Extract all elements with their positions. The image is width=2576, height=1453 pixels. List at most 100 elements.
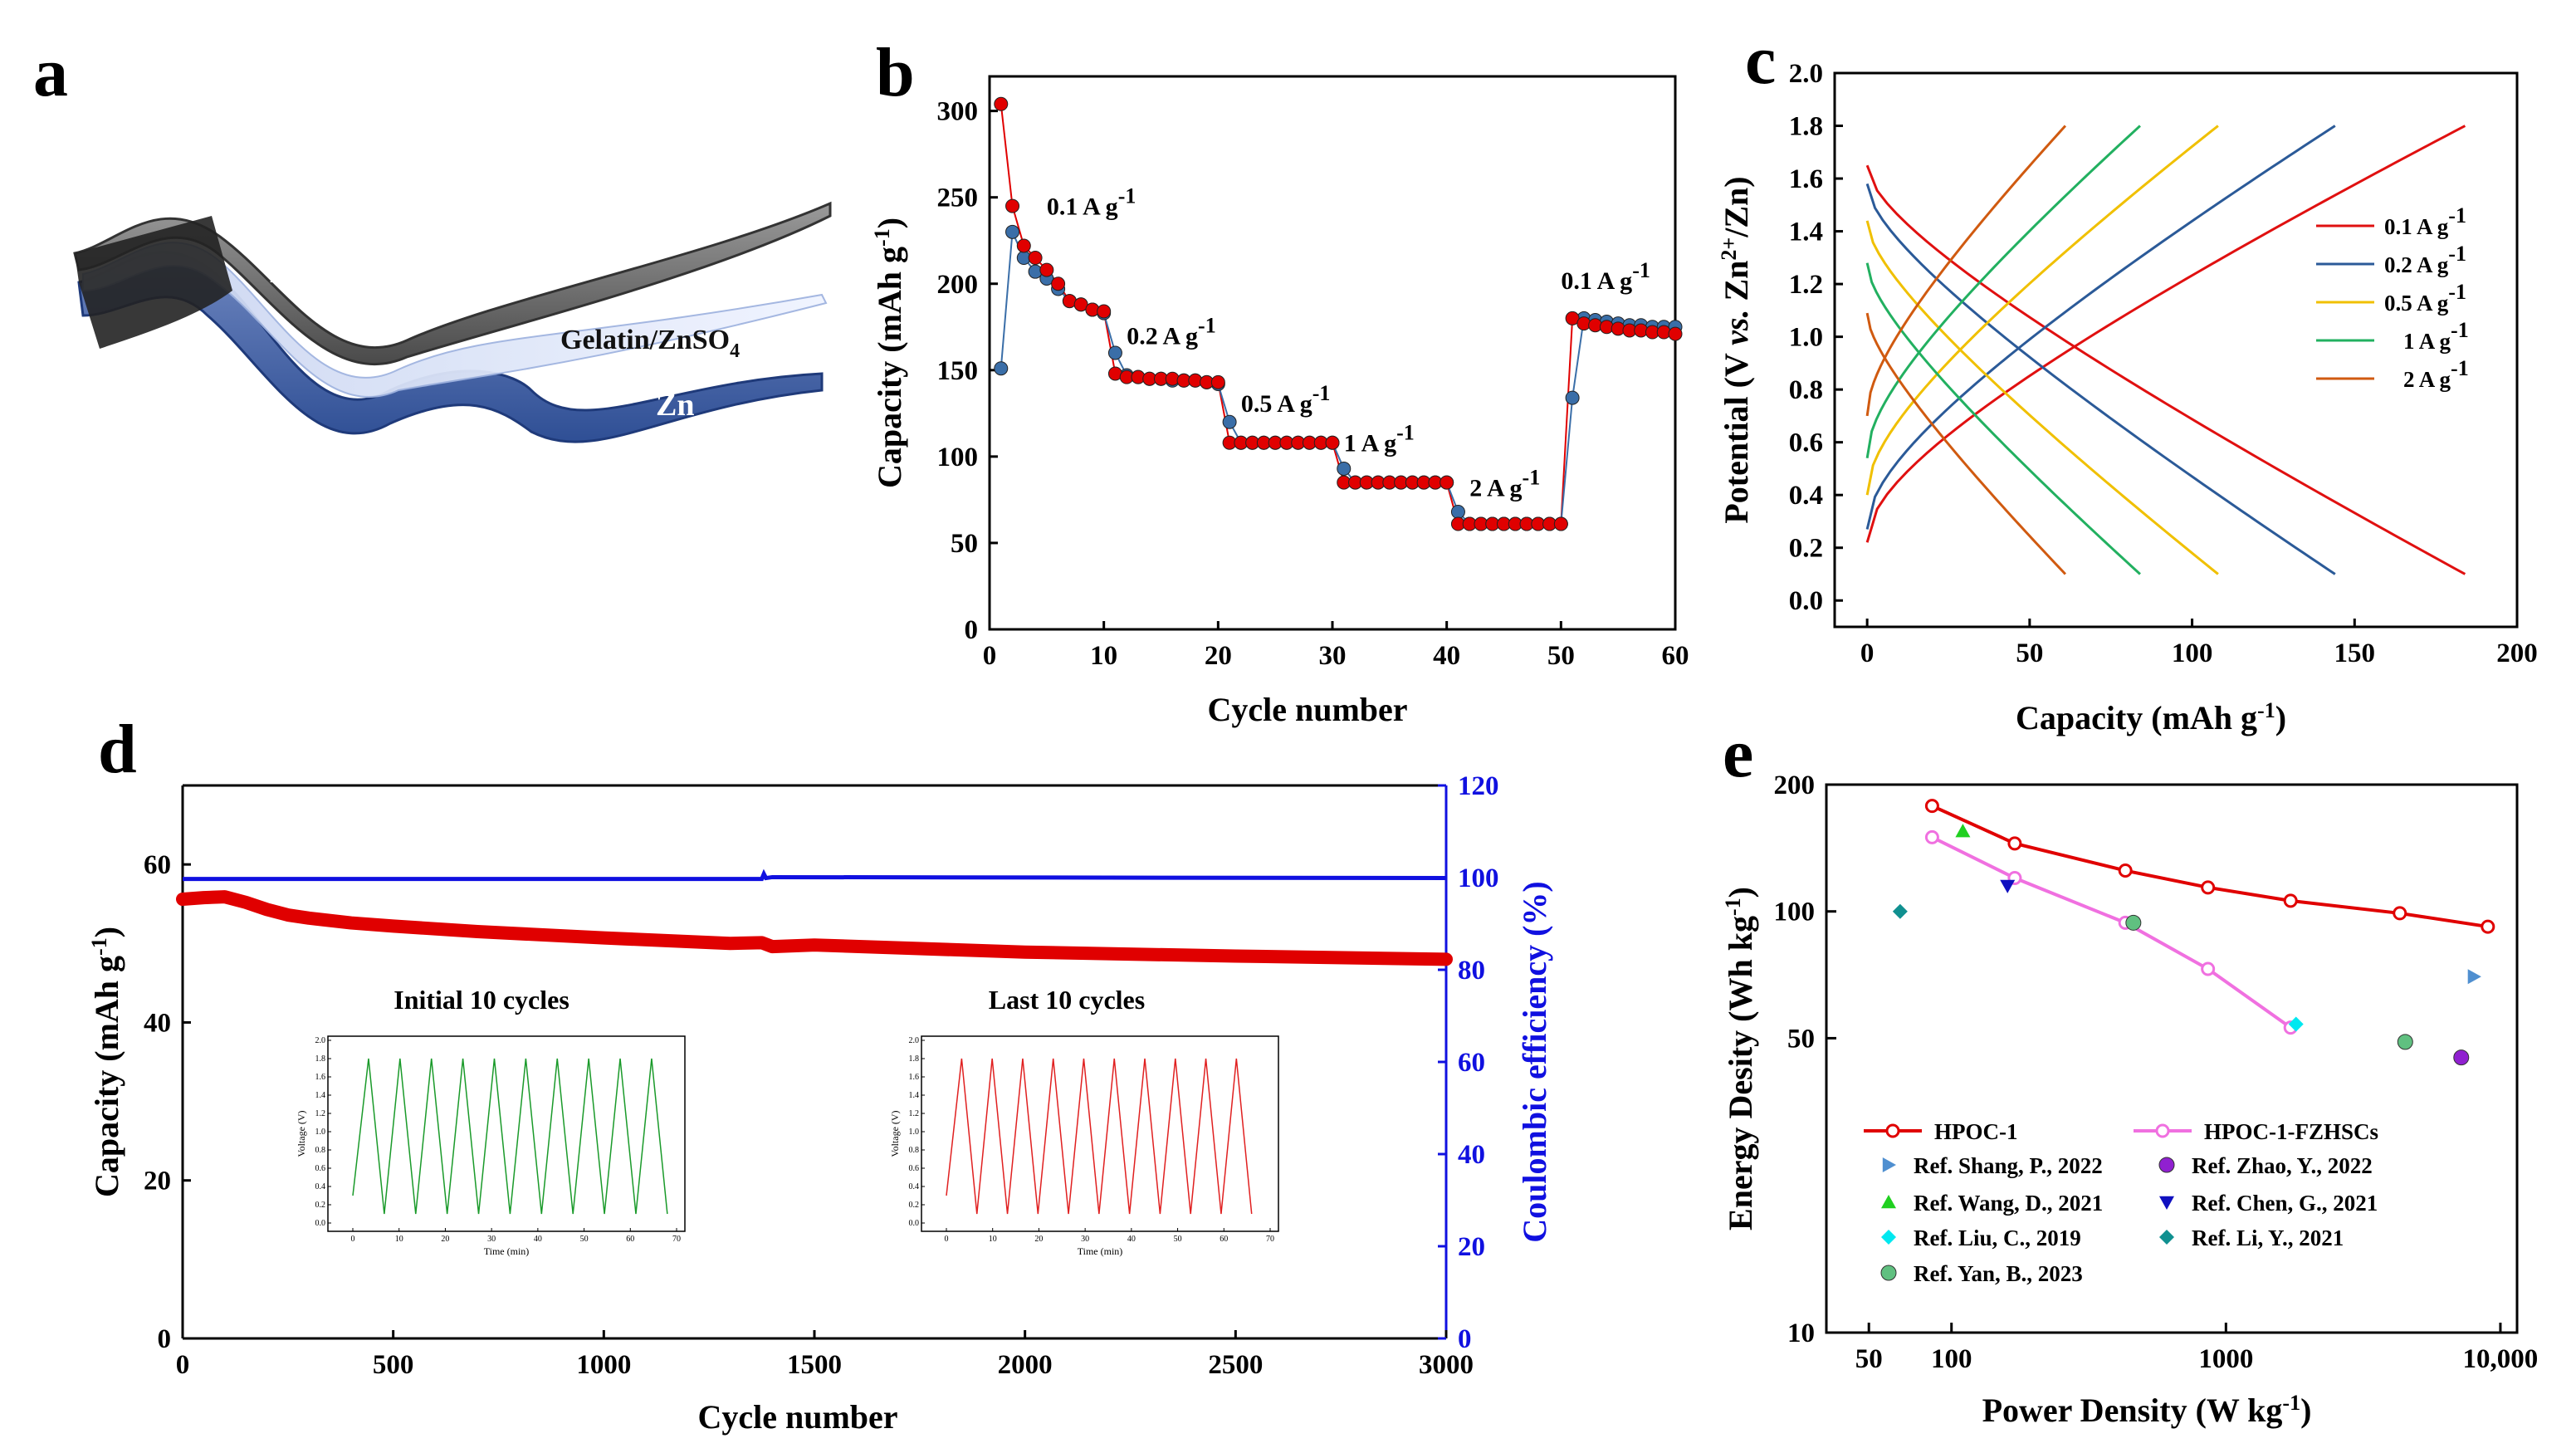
y-tick-label: 300	[937, 97, 979, 127]
y-tick-label: 1.2	[1789, 270, 1823, 300]
y-axis-title: Capacity (mAh g-1)	[87, 927, 125, 1197]
y-tick-label: 1.8	[1789, 112, 1823, 142]
x-tick-label: 30	[1319, 641, 1347, 671]
y-tick-label: 40	[144, 1008, 171, 1038]
coulombic-efficiency-series	[183, 868, 1447, 882]
y-axis-title-part: Capacity (mAh g	[88, 956, 125, 1197]
inset-y-tick-label: 0.2	[909, 1201, 920, 1210]
label-hpocs: HPOCs	[270, 255, 374, 290]
inset-y-tick-label: 1.6	[315, 1073, 326, 1082]
charge-curve	[1865, 125, 2219, 496]
y-tick-label: 20	[144, 1167, 171, 1196]
y2-axis-title: Coulombic efficiency (%)	[1516, 881, 1553, 1242]
inset-x-tick-label: 40	[534, 1235, 542, 1244]
y2-tick-label: 80	[1458, 956, 1485, 986]
legend-label-part: -1	[2448, 203, 2466, 227]
y2-tick-label: 20	[1458, 1232, 1485, 1262]
charge-curve	[1865, 125, 2141, 458]
point-discharge	[1051, 276, 1066, 291]
x-tick-label: 50	[2016, 638, 2043, 668]
y-tick-label: 1.6	[1789, 164, 1823, 194]
x-tick-label: 0	[176, 1350, 190, 1380]
legend-label: HPOC-1	[1934, 1119, 2018, 1144]
rate-annotation-part: 0.2 A g	[1127, 323, 1198, 350]
point-discharge	[1210, 374, 1225, 389]
y-tick-label: 150	[937, 356, 979, 386]
inset-x-tick-label: 20	[1034, 1235, 1043, 1244]
y-tick-label: 50	[951, 529, 978, 559]
y-axis-title-part: Capacity (mAh g	[871, 247, 908, 488]
legend-label: HPOC-1-FZHSCs	[2204, 1119, 2378, 1144]
inset-x-tick-label: 70	[1266, 1235, 1274, 1244]
ref-point	[2397, 1034, 2413, 1050]
y-tick-label: 1.4	[1789, 218, 1823, 247]
ref-point	[2125, 914, 2142, 931]
y-axis-title-part: vs.	[1718, 310, 1755, 345]
legend-label-part: 1 A g	[2403, 329, 2451, 354]
inset-frame	[327, 1035, 686, 1232]
inset-y-tick-label: 0.8	[315, 1146, 326, 1155]
inset-y-tick-label: 0.2	[315, 1201, 326, 1210]
y2-tick-label: 0	[1458, 1324, 1472, 1354]
hpocs-front-block	[75, 216, 232, 349]
x-tick-label: 3000	[1419, 1350, 1474, 1380]
inset-y-tick-label: 1.2	[315, 1109, 326, 1118]
inset-x-tick-label: 0	[945, 1235, 949, 1244]
y-axis-title-part: -1	[87, 937, 111, 956]
legend-marker	[1881, 1230, 1896, 1245]
discharge-curve	[1865, 312, 2067, 575]
x-tick-label: 10,000	[2463, 1344, 2539, 1374]
label-gelatin-main: Gelatin/ZnSO	[560, 325, 730, 355]
y-tick-label: 50	[1787, 1024, 1815, 1054]
inset-x-tick-label: 60	[626, 1235, 634, 1244]
inset-y-tick-label: 1.0	[315, 1128, 326, 1137]
y-axis-title-part: )	[88, 927, 125, 937]
rate-annotation-part: 1 A g	[1344, 430, 1396, 457]
capacity-series	[176, 890, 1453, 966]
panel-letter-c: c	[1745, 22, 1776, 99]
series-point	[2393, 906, 2407, 921]
x-tick-label: 0	[1860, 638, 1875, 668]
y-axis-title: Energy Desity (Wh kg-1)	[1721, 887, 1759, 1230]
rate-annotation: 0.5 A g-1	[1241, 381, 1331, 418]
y2-tick-label: 120	[1458, 771, 1499, 801]
discharge-curve	[1865, 164, 2466, 575]
legend-label: 1 A g-1	[2403, 318, 2469, 354]
inset-y-tick-label: 0.0	[315, 1219, 326, 1228]
x-tick-label: 1500	[787, 1350, 842, 1380]
rate-annotation-part: -1	[1198, 314, 1216, 338]
discharge-curve	[1865, 262, 2141, 575]
inset-x-tick-label: 10	[395, 1235, 403, 1244]
y2-tick-label: 100	[1458, 863, 1499, 893]
point-discharge	[1097, 304, 1112, 319]
y-axis-title-part: /Zn)	[1718, 176, 1755, 237]
inset-x-title: Time (min)	[1078, 1245, 1123, 1257]
rate-annotation-part: -1	[1523, 466, 1541, 490]
rate-annotation-part: -1	[1632, 258, 1650, 282]
series-point	[2481, 919, 2495, 934]
x-tick-label: 10	[1090, 641, 1117, 671]
series-point	[2118, 863, 2133, 878]
label-gelatin-sub: 4	[730, 340, 740, 362]
point-charge	[1337, 461, 1352, 476]
y-tick-label: 0.2	[1789, 534, 1823, 564]
y-tick-label: 200	[937, 270, 979, 300]
point-discharge	[1039, 262, 1054, 277]
x-axis-title-part: )	[2275, 699, 2286, 736]
y-tick-label: 0.4	[1789, 481, 1823, 511]
inset-title: Last 10 cycles	[989, 985, 1145, 1015]
legend-label: Ref. Yan, B., 2023	[1914, 1261, 2083, 1286]
inset-y-tick-label: 0.4	[909, 1182, 920, 1191]
ref-point	[2453, 1049, 2470, 1066]
inset-y-tick-label: 0.4	[315, 1182, 326, 1191]
plot-frame	[1833, 71, 2519, 629]
inset-x-tick-label: 0	[351, 1235, 355, 1244]
ref-point	[1892, 903, 1908, 919]
inset-x-tick-label: 30	[1081, 1235, 1089, 1244]
inset-x-tick-label: 70	[672, 1235, 681, 1244]
inset-y-tick-label: 1.6	[909, 1073, 920, 1082]
point-discharge	[1440, 475, 1454, 490]
x-tick-label: 500	[373, 1350, 414, 1380]
legend-label: Ref. Zhao, Y., 2022	[2192, 1153, 2373, 1178]
